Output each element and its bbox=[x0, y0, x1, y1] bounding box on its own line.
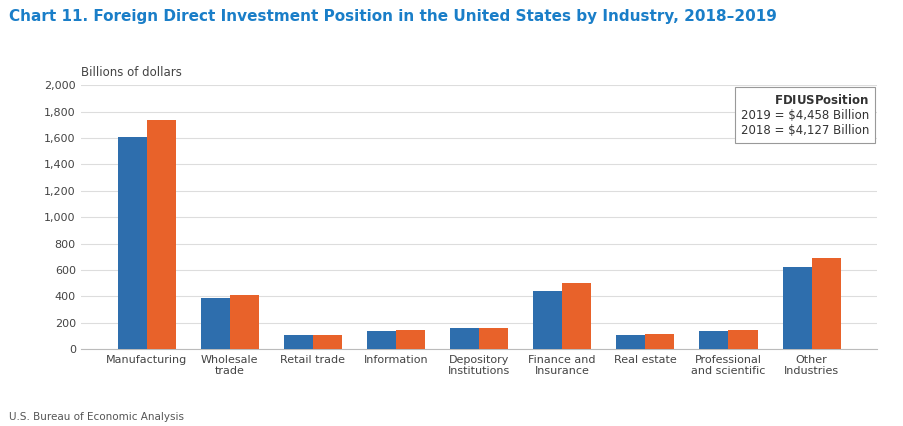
Text: $\bf{FDIUS Position}$
2019 = $4,458 Billion
2018 = $4,127 Billion: $\bf{FDIUS Position}$ 2019 = $4,458 Bill… bbox=[740, 93, 868, 137]
Text: Chart 11. Foreign Direct Investment Position in the United States by Industry, 2: Chart 11. Foreign Direct Investment Posi… bbox=[9, 9, 776, 23]
Bar bbox=[782, 267, 811, 349]
Bar bbox=[728, 330, 757, 349]
Bar bbox=[117, 137, 146, 349]
Bar bbox=[811, 258, 840, 349]
Bar bbox=[645, 334, 674, 349]
Text: Billions of dollars: Billions of dollars bbox=[81, 66, 182, 79]
Bar bbox=[396, 330, 424, 349]
Bar bbox=[200, 299, 229, 349]
Bar bbox=[229, 294, 258, 349]
Bar bbox=[616, 335, 645, 349]
Bar bbox=[479, 328, 507, 349]
Bar bbox=[562, 283, 591, 349]
Bar bbox=[367, 331, 396, 349]
Text: U.S. Bureau of Economic Analysis: U.S. Bureau of Economic Analysis bbox=[9, 412, 184, 422]
Bar bbox=[146, 120, 175, 349]
Bar bbox=[312, 335, 341, 349]
Bar bbox=[450, 328, 479, 349]
Bar bbox=[284, 335, 312, 349]
Bar bbox=[533, 291, 562, 349]
Bar bbox=[699, 331, 728, 349]
